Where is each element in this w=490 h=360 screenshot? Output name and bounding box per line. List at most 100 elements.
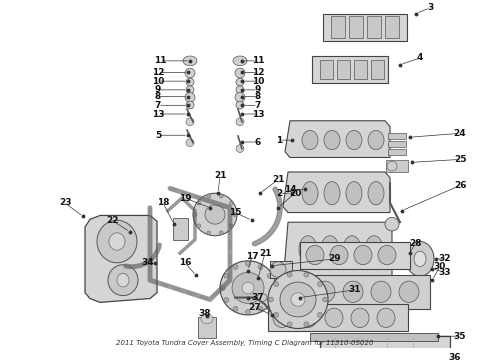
Text: 21: 21: [272, 175, 284, 184]
Bar: [388, 141, 406, 147]
Bar: [300, 242, 410, 269]
Ellipse shape: [273, 312, 279, 317]
Ellipse shape: [291, 293, 305, 306]
Ellipse shape: [201, 314, 213, 324]
Bar: [354, 60, 367, 79]
Ellipse shape: [235, 68, 245, 78]
Ellipse shape: [318, 282, 322, 287]
Ellipse shape: [280, 282, 316, 317]
Ellipse shape: [387, 161, 397, 171]
Ellipse shape: [193, 193, 237, 236]
Ellipse shape: [245, 261, 250, 266]
Bar: [270, 261, 292, 278]
Ellipse shape: [233, 212, 237, 216]
Text: 27: 27: [249, 303, 261, 312]
Text: 26: 26: [454, 181, 466, 190]
Bar: [349, 17, 363, 38]
Polygon shape: [85, 215, 157, 302]
Ellipse shape: [220, 285, 225, 290]
Ellipse shape: [287, 272, 292, 277]
Ellipse shape: [371, 281, 391, 302]
Ellipse shape: [236, 118, 244, 126]
Bar: [385, 17, 399, 38]
Text: 9: 9: [255, 85, 261, 94]
Text: 19: 19: [179, 194, 191, 203]
Ellipse shape: [186, 139, 194, 147]
Text: 28: 28: [409, 239, 421, 248]
Ellipse shape: [236, 78, 244, 86]
Text: 29: 29: [329, 255, 342, 264]
Bar: [386, 160, 408, 172]
Text: 2011 Toyota Tundra Cover Assembly, Timing C Diagram for 11310-0S020: 2011 Toyota Tundra Cover Assembly, Timin…: [116, 340, 374, 346]
Ellipse shape: [197, 201, 201, 205]
Ellipse shape: [224, 298, 229, 302]
Text: 24: 24: [454, 129, 466, 138]
Ellipse shape: [257, 294, 267, 301]
Ellipse shape: [270, 262, 286, 277]
Ellipse shape: [273, 308, 291, 328]
Ellipse shape: [268, 270, 328, 328]
Bar: [268, 304, 408, 331]
Ellipse shape: [205, 205, 225, 224]
Ellipse shape: [368, 130, 384, 150]
Text: 30: 30: [434, 262, 446, 271]
Bar: [312, 56, 388, 83]
Text: 34: 34: [142, 258, 154, 267]
Bar: [371, 60, 384, 79]
Ellipse shape: [324, 130, 340, 150]
Text: 21: 21: [259, 249, 271, 258]
Ellipse shape: [186, 86, 194, 94]
Ellipse shape: [325, 308, 343, 328]
Text: 4: 4: [417, 54, 423, 63]
Text: 1: 1: [276, 136, 282, 145]
Ellipse shape: [318, 312, 322, 317]
Text: 14: 14: [284, 185, 296, 194]
Ellipse shape: [378, 246, 396, 265]
Text: 3: 3: [427, 3, 433, 12]
Ellipse shape: [229, 224, 233, 228]
Ellipse shape: [258, 306, 263, 311]
Ellipse shape: [302, 130, 318, 150]
Ellipse shape: [273, 282, 279, 287]
Ellipse shape: [258, 265, 263, 269]
Bar: [198, 317, 216, 338]
Ellipse shape: [109, 233, 125, 250]
Text: 17: 17: [245, 252, 258, 261]
Ellipse shape: [343, 281, 363, 302]
Text: 25: 25: [454, 155, 466, 164]
Polygon shape: [285, 121, 390, 157]
Ellipse shape: [346, 130, 362, 150]
Ellipse shape: [207, 231, 211, 235]
Ellipse shape: [270, 285, 275, 290]
Text: 36: 36: [449, 353, 461, 360]
Bar: [310, 333, 438, 341]
Ellipse shape: [315, 281, 335, 302]
Text: 16: 16: [179, 258, 191, 267]
Bar: [337, 60, 350, 79]
Ellipse shape: [186, 101, 194, 109]
Text: 10: 10: [252, 77, 264, 86]
Text: 21: 21: [214, 171, 226, 180]
Text: 38: 38: [199, 310, 211, 319]
Ellipse shape: [304, 272, 309, 277]
Ellipse shape: [385, 217, 399, 231]
Ellipse shape: [306, 246, 324, 265]
Ellipse shape: [229, 201, 233, 205]
Text: 5: 5: [155, 131, 161, 140]
Text: 12: 12: [152, 68, 164, 77]
Bar: [310, 275, 430, 309]
Ellipse shape: [233, 306, 238, 311]
Ellipse shape: [299, 236, 317, 263]
Text: 11: 11: [154, 57, 166, 66]
Ellipse shape: [236, 101, 244, 109]
Text: 8: 8: [255, 92, 261, 101]
Ellipse shape: [322, 297, 327, 302]
Ellipse shape: [224, 273, 229, 278]
Ellipse shape: [302, 182, 318, 205]
Ellipse shape: [267, 298, 272, 302]
Bar: [320, 336, 450, 360]
Ellipse shape: [365, 236, 383, 263]
Ellipse shape: [185, 68, 195, 78]
Text: 7: 7: [255, 101, 261, 110]
Ellipse shape: [193, 212, 197, 216]
